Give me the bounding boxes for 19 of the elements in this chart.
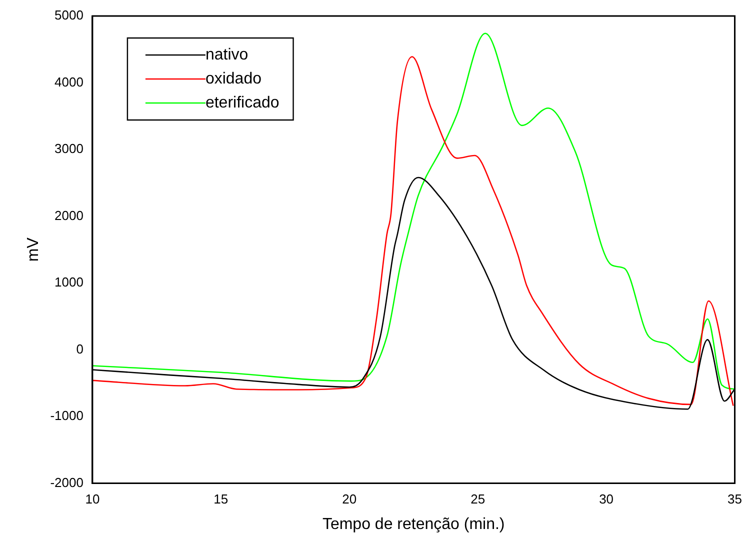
y-tick-label: 0 <box>76 341 84 356</box>
legend-label: eterificado <box>205 94 280 112</box>
x-tick-label: 20 <box>342 492 357 507</box>
y-tick-label: 5000 <box>54 8 84 23</box>
y-tick-label: 4000 <box>54 74 84 90</box>
y-tick-label: -2000 <box>50 474 84 490</box>
x-tick-label: 10 <box>85 492 100 507</box>
legend-label: oxidado <box>205 70 262 88</box>
y-tick-label: 2000 <box>54 208 84 223</box>
y-tick-label: 1000 <box>54 274 84 290</box>
x-tick-label: 15 <box>214 492 228 507</box>
y-axis-title: mV <box>25 237 42 262</box>
x-axis-title: Tempo de retenção (min.) <box>322 516 505 533</box>
x-tick-label: 25 <box>470 492 486 507</box>
y-tick-label: 3000 <box>54 141 84 156</box>
x-tick-label: 35 <box>728 492 742 507</box>
y-tick-label: -1000 <box>50 408 84 424</box>
legend-label: nativo <box>205 46 248 64</box>
x-tick-label: 30 <box>599 492 614 507</box>
